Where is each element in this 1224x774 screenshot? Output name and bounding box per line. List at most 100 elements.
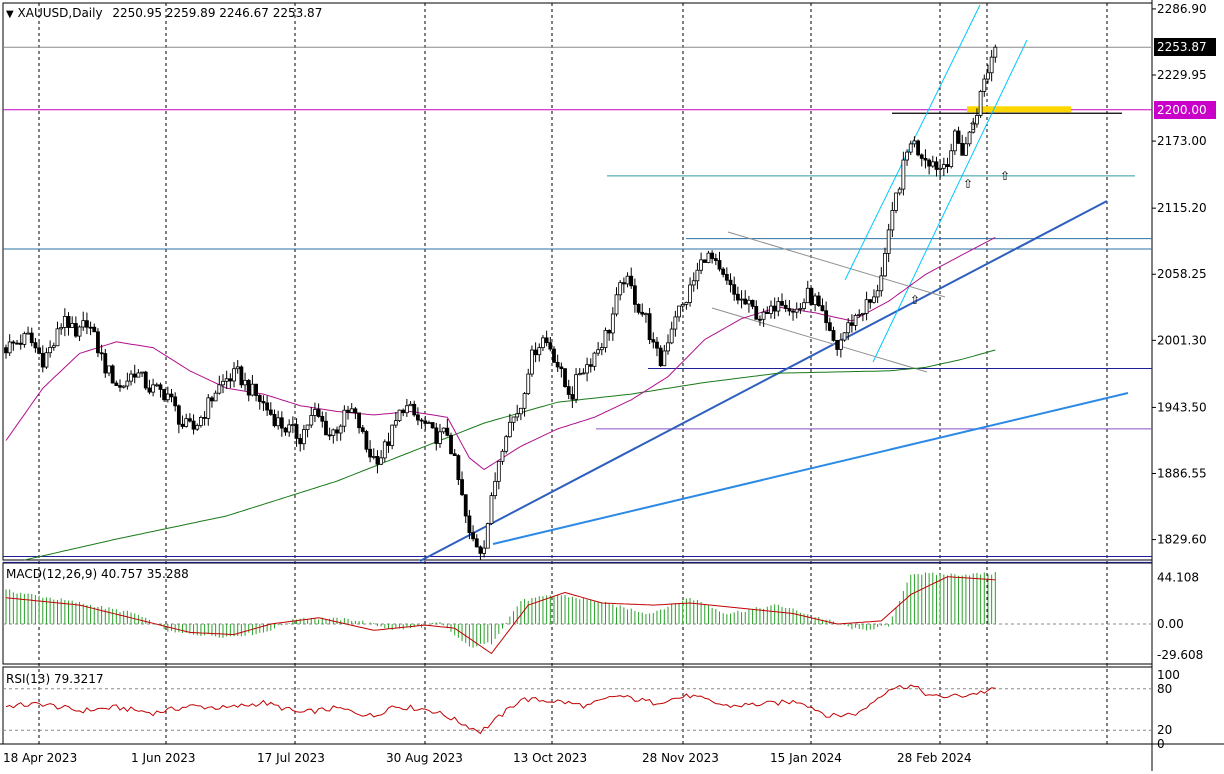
candle-body: [838, 339, 843, 350]
candle: [603, 327, 608, 353]
x-tick-label: 18 Apr 2023: [3, 751, 77, 765]
candle-body: [989, 56, 994, 74]
candle-body: [66, 316, 71, 328]
candle-body: [29, 332, 34, 344]
candle: [360, 424, 365, 434]
candle-body: [55, 328, 60, 347]
candle: [449, 432, 453, 455]
candle: [125, 372, 130, 390]
candle: [158, 382, 163, 398]
candle: [224, 370, 229, 389]
candle-body: [73, 323, 78, 337]
candle-body: [934, 161, 939, 170]
candle-body: [577, 373, 582, 376]
candle: [313, 402, 317, 423]
candle-body: [702, 259, 707, 263]
candle-body: [518, 407, 523, 415]
candle-body: [511, 416, 516, 423]
candle: [515, 404, 520, 422]
candle-body: [357, 412, 361, 429]
candle-body: [460, 479, 464, 496]
candle-body: [669, 328, 674, 344]
candle: [684, 301, 689, 310]
candle: [335, 426, 339, 442]
candle: [706, 250, 711, 264]
candle-body: [99, 352, 104, 355]
candle: [574, 368, 578, 404]
candle: [717, 251, 722, 272]
candle: [794, 302, 799, 319]
candle-body: [805, 287, 810, 304]
macd-title: MACD(12,26,9) 40.757 35.288: [6, 567, 189, 581]
candle: [62, 308, 67, 337]
candle-body: [504, 436, 509, 452]
candle: [239, 365, 244, 388]
candle-body: [853, 314, 858, 326]
candle: [206, 394, 211, 426]
candle-body: [555, 361, 560, 368]
candle-body: [905, 151, 909, 161]
candle: [890, 201, 895, 238]
candle: [739, 290, 744, 309]
candle-body: [375, 456, 380, 465]
candle-body: [88, 326, 93, 329]
candle-body: [18, 342, 23, 345]
candle: [107, 365, 111, 377]
last-price-tag: 2253.87: [1154, 38, 1216, 57]
candle: [916, 139, 920, 157]
candle-body: [986, 72, 990, 80]
candle: [66, 312, 71, 336]
candle: [51, 342, 56, 351]
candle: [699, 252, 703, 274]
candle-body: [154, 384, 159, 387]
candle-body: [33, 342, 38, 349]
x-tick-label: 15 Jan 2024: [770, 751, 842, 765]
candle: [305, 424, 310, 438]
candle: [662, 344, 667, 367]
candle: [375, 450, 380, 474]
candle: [941, 157, 946, 176]
candle-body: [232, 368, 236, 382]
candle-body: [103, 353, 108, 374]
candle-body: [62, 316, 67, 328]
candle-body: [228, 378, 233, 382]
candle-body: [585, 364, 589, 374]
candle-body: [213, 392, 218, 402]
candle: [886, 223, 891, 263]
candle: [338, 424, 343, 441]
candle-body: [655, 341, 659, 349]
candle: [129, 370, 133, 386]
candle-body: [559, 366, 564, 370]
gold-zone: [967, 106, 1071, 113]
candle-body: [941, 164, 946, 169]
candle: [633, 278, 637, 313]
candle: [783, 299, 788, 313]
candle: [471, 525, 475, 542]
candle-body: [776, 301, 781, 312]
y-tick-label: 2115.20: [1157, 201, 1207, 215]
candle-body: [912, 140, 917, 145]
candle-body: [794, 308, 799, 313]
candle: [956, 126, 961, 145]
candle: [780, 293, 784, 307]
candle-body: [313, 409, 317, 416]
candle: [621, 277, 626, 293]
candle-body: [305, 424, 310, 430]
candle: [397, 409, 402, 423]
candle: [879, 267, 884, 297]
x-tick-label: 17 Jul 2023: [257, 751, 325, 765]
candle: [298, 433, 303, 452]
candle-body: [691, 280, 696, 286]
candle-body: [566, 386, 571, 395]
candle-body: [581, 372, 586, 375]
collapse-triangle-icon[interactable]: ▼: [6, 9, 14, 20]
candle-body: [129, 373, 133, 382]
candle: [423, 416, 428, 431]
candle: [265, 395, 270, 416]
candle: [566, 379, 571, 400]
candle-body: [257, 395, 262, 402]
candle-body: [614, 294, 619, 315]
candle: [29, 327, 34, 347]
candle: [401, 408, 406, 417]
candle: [504, 434, 509, 454]
